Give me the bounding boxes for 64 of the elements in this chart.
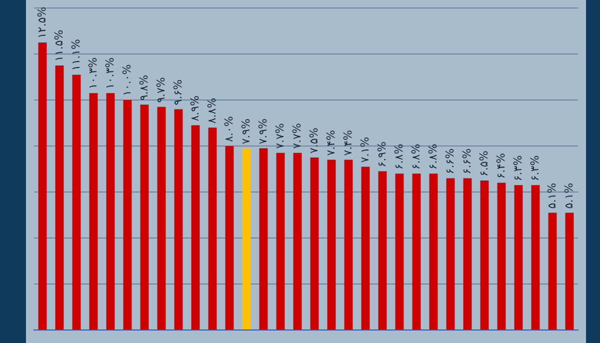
data-label: ۱۰.۳%: [86, 57, 100, 90]
data-label: ۷.۷%: [290, 123, 304, 149]
data-label: ۱۲.۵%: [35, 6, 48, 38]
data-label: ۶.۸%: [426, 144, 440, 170]
bar: [327, 160, 336, 330]
bar: [174, 109, 183, 330]
bar: [259, 148, 268, 330]
data-label: ۶.۸%: [392, 144, 406, 170]
data-label: ۱۰.۳%: [103, 57, 116, 90]
bar: [208, 128, 217, 330]
data-label: ۷.۴%: [341, 130, 354, 156]
data-label: ۶.۸%: [409, 144, 422, 170]
data-label: ۱۱.۱%: [69, 39, 82, 71]
bar: [361, 166, 370, 330]
data-label: ۶.۳%: [528, 155, 542, 182]
bar: [55, 66, 64, 330]
bar: [395, 174, 404, 330]
data-label: ۸.۸%: [205, 98, 218, 124]
data-label: ۷.۵%: [307, 128, 320, 154]
bar: [140, 104, 149, 330]
bar: [446, 178, 455, 330]
data-label: ۶.۵%: [477, 150, 490, 176]
bar: [497, 182, 506, 330]
bar: [310, 158, 319, 330]
data-label: ۹.۶%: [171, 79, 184, 106]
data-label: ۹.۷%: [154, 77, 168, 103]
data-label: ۸.۰%: [222, 116, 236, 142]
bar: [412, 174, 421, 330]
data-label: ۷.۹%: [239, 118, 252, 144]
bar: [225, 146, 234, 330]
bar: [514, 185, 523, 330]
bar: [276, 152, 285, 330]
bar: [242, 148, 251, 330]
data-label: ۷.۹%: [256, 118, 270, 144]
bar: [548, 212, 557, 330]
bar: [531, 185, 540, 330]
data-label: ۷.۷%: [273, 123, 286, 149]
data-label: ۶.۳%: [511, 155, 524, 182]
bar: [463, 178, 472, 330]
bar: [378, 171, 387, 330]
data-label: ۷.۴%: [324, 130, 338, 156]
data-label: ۶.۶%: [443, 148, 456, 174]
data-label: ۸.۹%: [188, 96, 202, 122]
data-label: ۶.۹%: [375, 142, 388, 168]
bar: [89, 93, 98, 330]
data-label: ۵.۱%: [562, 182, 576, 209]
data-label: ۹.۸%: [137, 74, 150, 101]
bar: [191, 125, 200, 330]
data-label: ۶.۴%: [494, 153, 508, 179]
bar: [344, 160, 353, 330]
bar: [565, 212, 574, 330]
bar: [429, 174, 438, 330]
bar: [106, 93, 115, 330]
bar: [38, 42, 47, 330]
data-label: ۵.۱%: [545, 182, 558, 209]
bar: [480, 180, 489, 330]
data-label: ۷.۱%: [358, 136, 372, 163]
data-label: ۱۱.۵%: [52, 30, 66, 62]
data-label: ۶.۶%: [460, 148, 474, 174]
bar: [123, 100, 132, 330]
bar: [293, 152, 302, 330]
bar: [72, 74, 81, 330]
data-label: ۱۰.۰%: [120, 64, 134, 96]
bar: [157, 106, 166, 330]
